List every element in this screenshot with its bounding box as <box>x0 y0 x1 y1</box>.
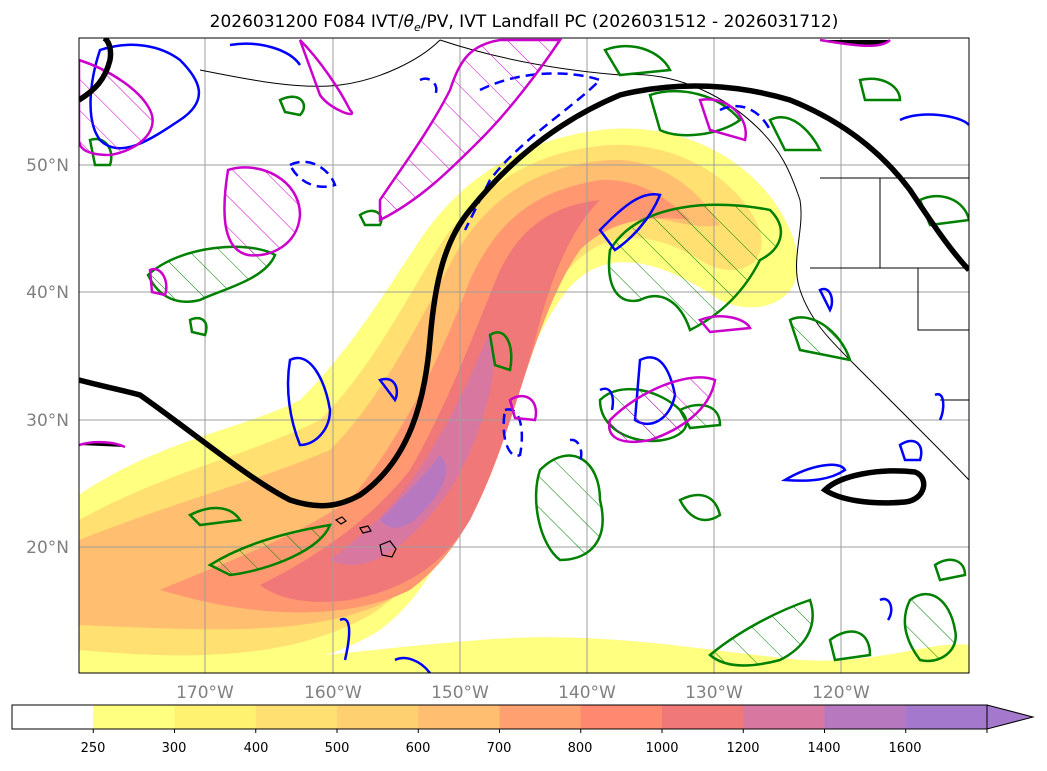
lon-label: 160°W <box>304 683 362 703</box>
colorbar: 250 300 400 500 600 700 800 1000 1200 14… <box>11 704 1035 756</box>
colorbar-swatch <box>743 705 825 729</box>
colorbar-swatch <box>905 705 988 729</box>
lat-label: 50°N <box>26 156 69 176</box>
colorbar-tick-label: 800 <box>568 741 593 756</box>
colorbar-swatch <box>499 705 582 729</box>
colorbar-tick-label: 500 <box>325 741 350 756</box>
colorbar-tick-label: 700 <box>487 741 512 756</box>
colorbar-tick-label: 250 <box>81 741 106 756</box>
colorbar-swatches <box>12 705 988 729</box>
colorbar-swatch <box>418 705 500 729</box>
colorbar-swatch <box>255 705 338 729</box>
figure-title: 2026031200 F084 IVT/θe/PV, IVT Landfall … <box>210 12 839 34</box>
colorbar-swatch <box>93 705 175 729</box>
colorbar-swatch <box>824 705 907 729</box>
colorbar-ticks: 250 300 400 500 600 700 800 1000 1200 14… <box>81 729 988 756</box>
jet-contour <box>79 38 969 509</box>
colorbar-tick-label: 600 <box>406 741 431 756</box>
pv-contours <box>79 38 891 449</box>
lon-label: 150°W <box>431 683 489 703</box>
colorbar-tick-label: 1000 <box>645 741 678 756</box>
lat-label: 20°N <box>26 538 69 558</box>
hawaii-islands <box>334 516 397 558</box>
lat-label: 40°N <box>26 283 69 303</box>
lon-label: 170°W <box>176 683 234 703</box>
colorbar-tick-label: 400 <box>244 741 269 756</box>
colorbar-extend-arrow <box>986 704 1035 730</box>
colorbar-tick-label: 1200 <box>726 741 759 756</box>
lon-label: 130°W <box>685 683 743 703</box>
colorbar-swatch <box>337 705 419 729</box>
colorbar-swatch <box>174 705 257 729</box>
lat-label: 30°N <box>26 411 69 431</box>
colorbar-swatch <box>662 705 744 729</box>
colorbar-tick-label: 1400 <box>807 741 840 756</box>
map-panel <box>78 37 970 674</box>
latitude-labels: 50°N 40°N 30°N 20°N <box>26 156 69 558</box>
colorbar-swatch <box>12 705 94 729</box>
longitude-labels: 170°W 160°W 150°W 140°W 130°W 120°W <box>176 683 870 703</box>
colorbar-tick-label: 1600 <box>888 741 921 756</box>
lon-label: 120°W <box>812 683 870 703</box>
colorbar-swatch <box>580 705 663 729</box>
lon-label: 140°W <box>558 683 616 703</box>
colorbar-tick-label: 300 <box>162 741 187 756</box>
